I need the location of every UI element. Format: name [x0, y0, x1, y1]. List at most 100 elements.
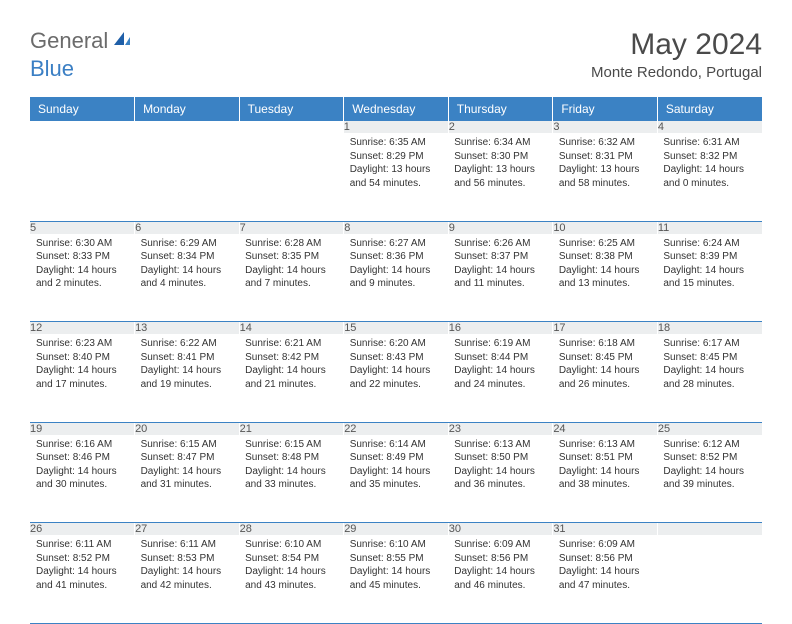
day-number-cell: 24 — [553, 422, 658, 435]
day-cell: Sunrise: 6:20 AMSunset: 8:43 PMDaylight:… — [344, 334, 449, 422]
sunrise-text: Sunrise: 6:23 AM — [36, 337, 129, 351]
day-cell-body: Sunrise: 6:12 AMSunset: 8:52 PMDaylight:… — [657, 435, 762, 498]
sunrise-text: Sunrise: 6:22 AM — [141, 337, 234, 351]
calendar-table: Sunday Monday Tuesday Wednesday Thursday… — [30, 97, 762, 624]
day-number-cell — [30, 121, 135, 133]
day-cell: Sunrise: 6:26 AMSunset: 8:37 PMDaylight:… — [448, 234, 553, 322]
day-cell-body: Sunrise: 6:17 AMSunset: 8:45 PMDaylight:… — [657, 334, 762, 397]
week-row: Sunrise: 6:23 AMSunset: 8:40 PMDaylight:… — [30, 334, 762, 422]
day-number-cell: 20 — [135, 422, 240, 435]
day-cell: Sunrise: 6:28 AMSunset: 8:35 PMDaylight:… — [239, 234, 344, 322]
day-number: 19 — [30, 423, 42, 435]
day-number: 25 — [658, 423, 670, 435]
day-number-cell: 28 — [239, 523, 344, 536]
day-cell-body: Sunrise: 6:23 AMSunset: 8:40 PMDaylight:… — [30, 334, 135, 397]
logo-text-blue: Blue — [30, 56, 74, 81]
sunrise-text: Sunrise: 6:31 AM — [663, 136, 756, 150]
daylight-text: Daylight: 14 hours and 17 minutes. — [36, 364, 129, 391]
day-cell-body: Sunrise: 6:27 AMSunset: 8:36 PMDaylight:… — [344, 234, 449, 297]
weekday-header: Thursday — [448, 97, 553, 121]
day-cell-body: Sunrise: 6:13 AMSunset: 8:50 PMDaylight:… — [448, 435, 553, 498]
sunrise-text: Sunrise: 6:11 AM — [36, 538, 129, 552]
daynum-row: 567891011 — [30, 221, 762, 234]
day-cell-body: Sunrise: 6:11 AMSunset: 8:52 PMDaylight:… — [30, 535, 135, 598]
sunset-text: Sunset: 8:37 PM — [454, 250, 547, 264]
day-number: 20 — [135, 423, 147, 435]
day-cell: Sunrise: 6:19 AMSunset: 8:44 PMDaylight:… — [448, 334, 553, 422]
day-cell-body: Sunrise: 6:35 AMSunset: 8:29 PMDaylight:… — [344, 133, 449, 196]
day-cell-body — [239, 133, 344, 142]
day-number: 17 — [553, 322, 565, 334]
day-number-cell: 3 — [553, 121, 658, 133]
logo-sail-icon — [112, 30, 132, 53]
day-number: 8 — [344, 222, 350, 234]
sunset-text: Sunset: 8:47 PM — [141, 451, 234, 465]
day-number-cell: 31 — [553, 523, 658, 536]
day-number-cell: 22 — [344, 422, 449, 435]
day-cell-body: Sunrise: 6:15 AMSunset: 8:48 PMDaylight:… — [239, 435, 344, 498]
sunrise-text: Sunrise: 6:32 AM — [559, 136, 652, 150]
sunset-text: Sunset: 8:41 PM — [141, 351, 234, 365]
day-number-cell — [239, 121, 344, 133]
daylight-text: Daylight: 14 hours and 39 minutes. — [663, 465, 756, 492]
sunset-text: Sunset: 8:45 PM — [559, 351, 652, 365]
day-number: 24 — [553, 423, 565, 435]
daylight-text: Daylight: 14 hours and 33 minutes. — [245, 465, 338, 492]
sunrise-text: Sunrise: 6:34 AM — [454, 136, 547, 150]
weekday-header: Saturday — [657, 97, 762, 121]
day-cell: Sunrise: 6:15 AMSunset: 8:47 PMDaylight:… — [135, 435, 240, 523]
day-number-cell: 8 — [344, 221, 449, 234]
sunset-text: Sunset: 8:42 PM — [245, 351, 338, 365]
day-cell: Sunrise: 6:13 AMSunset: 8:51 PMDaylight:… — [553, 435, 658, 523]
daylight-text: Daylight: 14 hours and 46 minutes. — [454, 565, 547, 592]
sunset-text: Sunset: 8:50 PM — [454, 451, 547, 465]
day-cell-body: Sunrise: 6:16 AMSunset: 8:46 PMDaylight:… — [30, 435, 135, 498]
daynum-row: 12131415161718 — [30, 322, 762, 335]
sunrise-text: Sunrise: 6:21 AM — [245, 337, 338, 351]
day-number: 1 — [344, 121, 350, 133]
day-number: 15 — [344, 322, 356, 334]
day-cell: Sunrise: 6:32 AMSunset: 8:31 PMDaylight:… — [553, 133, 658, 221]
sunset-text: Sunset: 8:30 PM — [454, 150, 547, 164]
day-cell — [657, 535, 762, 623]
day-cell-body: Sunrise: 6:31 AMSunset: 8:32 PMDaylight:… — [657, 133, 762, 196]
day-cell: Sunrise: 6:35 AMSunset: 8:29 PMDaylight:… — [344, 133, 449, 221]
daylight-text: Daylight: 14 hours and 21 minutes. — [245, 364, 338, 391]
sunrise-text: Sunrise: 6:26 AM — [454, 237, 547, 251]
day-number-cell: 5 — [30, 221, 135, 234]
day-cell-body: Sunrise: 6:32 AMSunset: 8:31 PMDaylight:… — [553, 133, 658, 196]
day-cell: Sunrise: 6:16 AMSunset: 8:46 PMDaylight:… — [30, 435, 135, 523]
day-cell: Sunrise: 6:13 AMSunset: 8:50 PMDaylight:… — [448, 435, 553, 523]
sunrise-text: Sunrise: 6:20 AM — [350, 337, 443, 351]
daylight-text: Daylight: 14 hours and 28 minutes. — [663, 364, 756, 391]
day-cell-body: Sunrise: 6:18 AMSunset: 8:45 PMDaylight:… — [553, 334, 658, 397]
day-number-cell: 21 — [239, 422, 344, 435]
sunset-text: Sunset: 8:32 PM — [663, 150, 756, 164]
sunrise-text: Sunrise: 6:14 AM — [350, 438, 443, 452]
daylight-text: Daylight: 14 hours and 41 minutes. — [36, 565, 129, 592]
daylight-text: Daylight: 14 hours and 9 minutes. — [350, 264, 443, 291]
sunset-text: Sunset: 8:36 PM — [350, 250, 443, 264]
day-number-cell: 12 — [30, 322, 135, 335]
header: General May 2024 Monte Redondo, Portugal — [30, 28, 762, 81]
sunrise-text: Sunrise: 6:13 AM — [454, 438, 547, 452]
daylight-text: Daylight: 13 hours and 54 minutes. — [350, 163, 443, 190]
day-cell-body: Sunrise: 6:10 AMSunset: 8:55 PMDaylight:… — [344, 535, 449, 598]
daylight-text: Daylight: 14 hours and 45 minutes. — [350, 565, 443, 592]
day-number: 22 — [344, 423, 356, 435]
day-cell: Sunrise: 6:14 AMSunset: 8:49 PMDaylight:… — [344, 435, 449, 523]
sunrise-text: Sunrise: 6:30 AM — [36, 237, 129, 251]
sunrise-text: Sunrise: 6:09 AM — [454, 538, 547, 552]
day-cell: Sunrise: 6:10 AMSunset: 8:54 PMDaylight:… — [239, 535, 344, 623]
day-cell: Sunrise: 6:34 AMSunset: 8:30 PMDaylight:… — [448, 133, 553, 221]
day-number: 27 — [135, 523, 147, 535]
sunrise-text: Sunrise: 6:28 AM — [245, 237, 338, 251]
sunrise-text: Sunrise: 6:11 AM — [141, 538, 234, 552]
sunrise-text: Sunrise: 6:29 AM — [141, 237, 234, 251]
day-number: 16 — [449, 322, 461, 334]
day-cell: Sunrise: 6:23 AMSunset: 8:40 PMDaylight:… — [30, 334, 135, 422]
sunset-text: Sunset: 8:46 PM — [36, 451, 129, 465]
day-cell-body: Sunrise: 6:19 AMSunset: 8:44 PMDaylight:… — [448, 334, 553, 397]
day-number-cell: 29 — [344, 523, 449, 536]
day-cell-body — [657, 535, 762, 544]
